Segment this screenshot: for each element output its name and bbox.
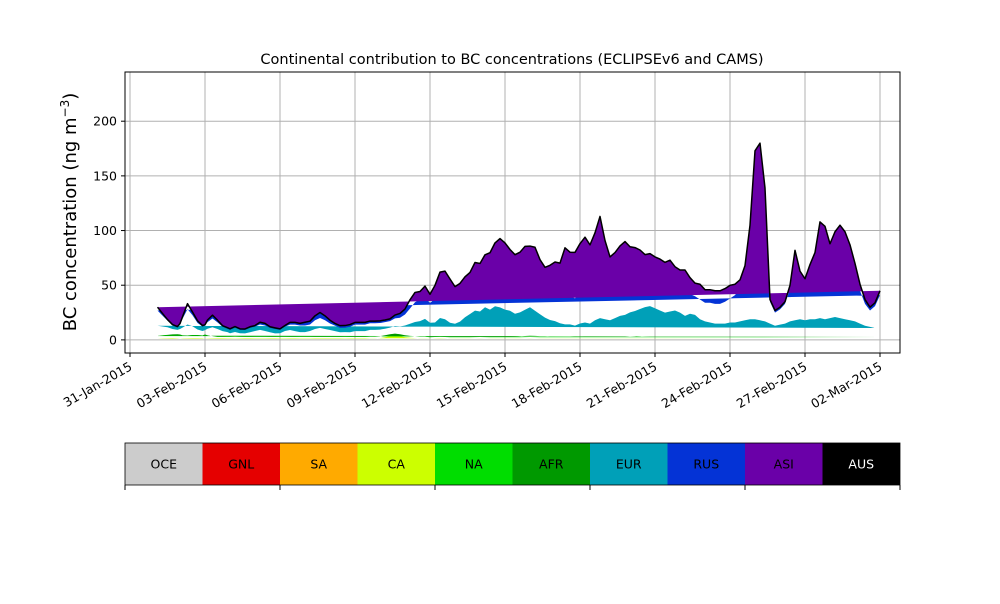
y-tick-label-0: 0 <box>109 332 117 347</box>
total-concentration-line <box>156 142 881 330</box>
plot-frame <box>124 71 901 354</box>
legend-label-asi: ASI <box>774 457 794 472</box>
y-axis-label-exponent: −3 <box>58 100 72 118</box>
legend-label-sa: SA <box>310 457 327 472</box>
grid <box>125 72 900 353</box>
area-asi <box>157 143 880 329</box>
legend-swatch-ca <box>357 443 435 485</box>
legend-swatch-na <box>435 443 513 485</box>
y-axis-label-main: BC concentration (ng m <box>60 117 81 331</box>
total-line <box>156 142 881 330</box>
legend-label-na: NA <box>465 457 483 472</box>
legend: OCE GNL SA CA NA AFR EUR RUS ASI AUS <box>124 442 901 490</box>
legend-swatch-eur <box>590 443 668 485</box>
legend-swatch-sa <box>280 443 358 485</box>
legend-swatch-afr <box>512 443 590 485</box>
y-tick-label-4: 200 <box>93 114 117 129</box>
y-tick-label-1: 50 <box>101 278 117 293</box>
legend-label-afr: AFR <box>539 457 564 472</box>
legend-label-aus: AUS <box>848 457 874 472</box>
y-tick-label-3: 150 <box>93 168 117 183</box>
area-ca <box>157 335 880 339</box>
legend-label-rus: RUS <box>693 457 719 472</box>
legend-label-ca: CA <box>388 457 406 472</box>
legend-swatch-oce <box>125 443 203 485</box>
legend-swatch-rus <box>667 443 745 485</box>
legend-label-eur: EUR <box>616 457 642 472</box>
legend-swatch-gnl <box>202 443 280 485</box>
y-axis-label-close: ) <box>60 93 81 100</box>
legend-swatch-asi <box>745 443 823 485</box>
legend-frame <box>124 442 901 486</box>
legend-label-oce: OCE <box>151 457 178 472</box>
stacked-areas <box>157 143 880 339</box>
chart-title: Continental contribution to BC concentra… <box>260 52 763 68</box>
legend-label-gnl: GNL <box>228 457 254 472</box>
area-afr <box>157 333 880 337</box>
y-tick-label-2: 100 <box>93 223 117 238</box>
y-axis-label: BC concentration (ng m−3) <box>58 93 81 332</box>
legend-swatch-aus <box>822 443 900 485</box>
